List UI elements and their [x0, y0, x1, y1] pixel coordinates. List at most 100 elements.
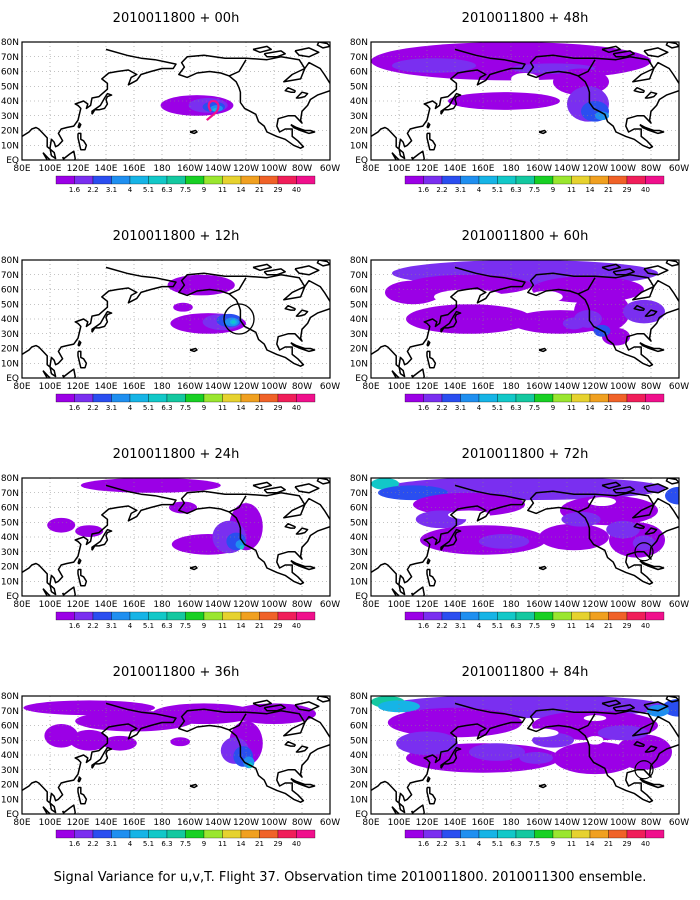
coastline: [440, 528, 462, 551]
coastline: [178, 54, 330, 84]
colorbar-label: 1.6: [69, 622, 81, 630]
panel-title: 2010011800 + 12h: [113, 229, 240, 244]
coastline: [527, 708, 679, 738]
coastline: [639, 341, 665, 353]
coastline: [294, 47, 320, 58]
coastline: [633, 522, 645, 529]
x-tick-label: 180: [502, 818, 519, 828]
x-tick-label: 160E: [472, 818, 495, 828]
colorbar-label: 2.2: [87, 186, 98, 194]
x-tick-label: 160W: [526, 382, 552, 392]
coastline: [665, 696, 679, 703]
x-tick-label: 160E: [472, 600, 495, 610]
colorbar-label: 9: [551, 404, 555, 412]
colorbar-label: 29: [623, 622, 632, 630]
x-tick-label: 180: [153, 164, 170, 174]
y-tick-label: 60N: [1, 504, 19, 514]
coastline: [22, 702, 177, 814]
colorbar-label: 14: [586, 622, 595, 630]
variance-region: [371, 478, 399, 490]
low-variance-region: [511, 72, 539, 85]
colorbar-swatch: [240, 393, 260, 403]
colorbar-swatch: [423, 611, 443, 621]
colorbar-label: 40: [641, 404, 650, 412]
x-tick-label: 120E: [416, 382, 439, 392]
coastline: [643, 47, 669, 58]
colorbar-swatch: [460, 829, 480, 839]
coastline: [316, 478, 330, 485]
y-tick-label: 30N: [1, 548, 19, 558]
coastline: [644, 91, 658, 99]
colorbar-label: 21: [255, 186, 264, 194]
colorbar-label: 1.6: [418, 840, 430, 848]
colorbar-swatch: [277, 393, 297, 403]
coastline: [42, 152, 52, 160]
x-tick-label: 180: [502, 164, 519, 174]
y-tick-label: 50N: [1, 82, 19, 92]
coastline: [538, 565, 547, 571]
coastline: [295, 91, 309, 99]
x-tick-label: 120W: [582, 600, 608, 610]
y-tick-label: 10N: [350, 795, 368, 805]
colorbar-swatch: [515, 175, 535, 185]
coastline: [527, 54, 679, 84]
variance-region: [385, 280, 441, 305]
x-tick-label: 120W: [233, 600, 259, 610]
colorbar-label: 7.5: [529, 622, 540, 630]
y-tick-label: 80N: [1, 474, 19, 484]
colorbar-label: 21: [604, 404, 613, 412]
coastline: [91, 528, 113, 551]
coastline: [633, 740, 645, 747]
low-variance-region: [434, 289, 504, 305]
x-tick-label: 120W: [582, 382, 608, 392]
coastline: [228, 729, 330, 803]
y-tick-label: 20N: [1, 345, 19, 355]
colorbar-swatch: [129, 175, 149, 185]
x-tick-label: 180: [153, 818, 170, 828]
y-tick-label: 30N: [1, 766, 19, 776]
colorbar-label: 14: [237, 404, 246, 412]
x-tick-label: 120E: [416, 600, 439, 610]
colorbar-swatch: [203, 393, 223, 403]
coastline: [538, 783, 547, 789]
coastline: [189, 783, 198, 789]
coastline: [189, 565, 198, 571]
x-tick-label: 80E: [13, 600, 30, 610]
colorbar-swatch: [552, 393, 572, 403]
x-tick-label: 100E: [39, 382, 62, 392]
coastline: [252, 699, 272, 708]
x-tick-label: 160W: [177, 164, 203, 174]
coastline: [538, 347, 547, 353]
variance-region: [562, 317, 586, 330]
x-tick-label: 80E: [362, 818, 379, 828]
colorbar-swatch: [185, 611, 205, 621]
colorbar-swatch: [460, 393, 480, 403]
colorbar-label: 11: [567, 622, 576, 630]
y-tick-label: 40N: [1, 533, 19, 543]
colorbar-swatch: [515, 393, 535, 403]
colorbar-label: 29: [623, 186, 632, 194]
coastline: [61, 804, 76, 814]
colorbar-swatch: [92, 611, 112, 621]
colorbar-swatch: [515, 829, 535, 839]
colorbar-label: 40: [292, 404, 301, 412]
y-tick-label: 60N: [350, 68, 368, 78]
x-tick-label: 80E: [362, 164, 379, 174]
colorbar-label: 14: [586, 840, 595, 848]
colorbar-swatch: [626, 393, 646, 403]
colorbar-swatch: [423, 829, 443, 839]
colorbar-swatch: [404, 393, 424, 403]
colorbar-swatch: [460, 611, 480, 621]
y-tick-label: 50N: [1, 300, 19, 310]
colorbar-swatch: [185, 175, 205, 185]
coastline: [263, 268, 286, 276]
colorbar-swatch: [74, 611, 94, 621]
coastline: [391, 370, 401, 378]
coastline: [371, 702, 526, 814]
coastline: [639, 777, 665, 789]
y-tick-label: 20N: [1, 563, 19, 573]
colorbar-label: 11: [218, 622, 227, 630]
coastline: [295, 745, 309, 753]
coastline: [391, 806, 401, 814]
colorbar-swatch: [166, 175, 186, 185]
